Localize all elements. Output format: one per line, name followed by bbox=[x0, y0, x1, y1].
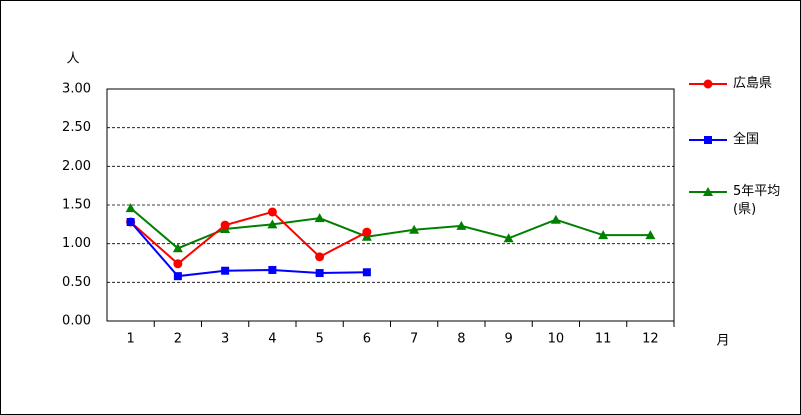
point bbox=[598, 230, 609, 240]
point bbox=[125, 203, 136, 213]
point bbox=[645, 230, 656, 240]
y-tick-label: 1.00 bbox=[62, 236, 91, 251]
y-unit: 人 bbox=[66, 52, 79, 67]
x-tick-label: 11 bbox=[595, 332, 612, 347]
legend-label: 全国 bbox=[733, 132, 760, 147]
legend-label: 5年平均 (県) bbox=[733, 184, 781, 217]
y-tick-label: 2.50 bbox=[62, 120, 91, 135]
point bbox=[704, 136, 712, 144]
x-tick-label: 12 bbox=[642, 332, 659, 347]
point bbox=[315, 269, 324, 278]
point bbox=[703, 187, 713, 196]
point bbox=[314, 213, 325, 223]
point bbox=[315, 252, 325, 262]
y-tick-label: 2.00 bbox=[62, 159, 91, 174]
x-tick-label: 3 bbox=[221, 332, 229, 347]
x-tick-label: 9 bbox=[504, 332, 512, 347]
y-tick-label: 0.00 bbox=[62, 314, 91, 329]
x-tick-label: 4 bbox=[268, 332, 276, 347]
x-tick-label: 5 bbox=[315, 332, 323, 347]
point bbox=[173, 259, 183, 269]
point bbox=[172, 243, 183, 253]
y-tick-label: 0.50 bbox=[62, 275, 91, 290]
point bbox=[409, 224, 420, 234]
point bbox=[503, 233, 514, 243]
legend-label: 広島県 bbox=[733, 76, 773, 91]
point bbox=[362, 227, 372, 237]
series-line bbox=[129, 210, 368, 266]
x-tick-label: 6 bbox=[363, 332, 371, 347]
y-tick-label: 3.00 bbox=[62, 82, 91, 97]
series-line bbox=[129, 221, 367, 278]
point bbox=[173, 272, 182, 281]
point bbox=[550, 214, 561, 224]
point bbox=[703, 79, 713, 89]
point bbox=[268, 265, 277, 274]
series-line bbox=[129, 207, 651, 250]
y-tick-label: 1.50 bbox=[62, 198, 91, 213]
x-tick-label: 1 bbox=[126, 332, 134, 347]
x-tick-label: 8 bbox=[457, 332, 465, 347]
x-tick-label: 2 bbox=[174, 332, 182, 347]
x-tick-label: 10 bbox=[548, 332, 565, 347]
point bbox=[221, 266, 230, 275]
point bbox=[362, 268, 371, 277]
point bbox=[267, 207, 277, 217]
point bbox=[267, 219, 278, 229]
x-unit: 月 bbox=[716, 334, 729, 349]
point bbox=[220, 220, 230, 230]
point bbox=[126, 218, 135, 227]
x-tick-label: 7 bbox=[410, 332, 418, 347]
point bbox=[456, 220, 467, 230]
